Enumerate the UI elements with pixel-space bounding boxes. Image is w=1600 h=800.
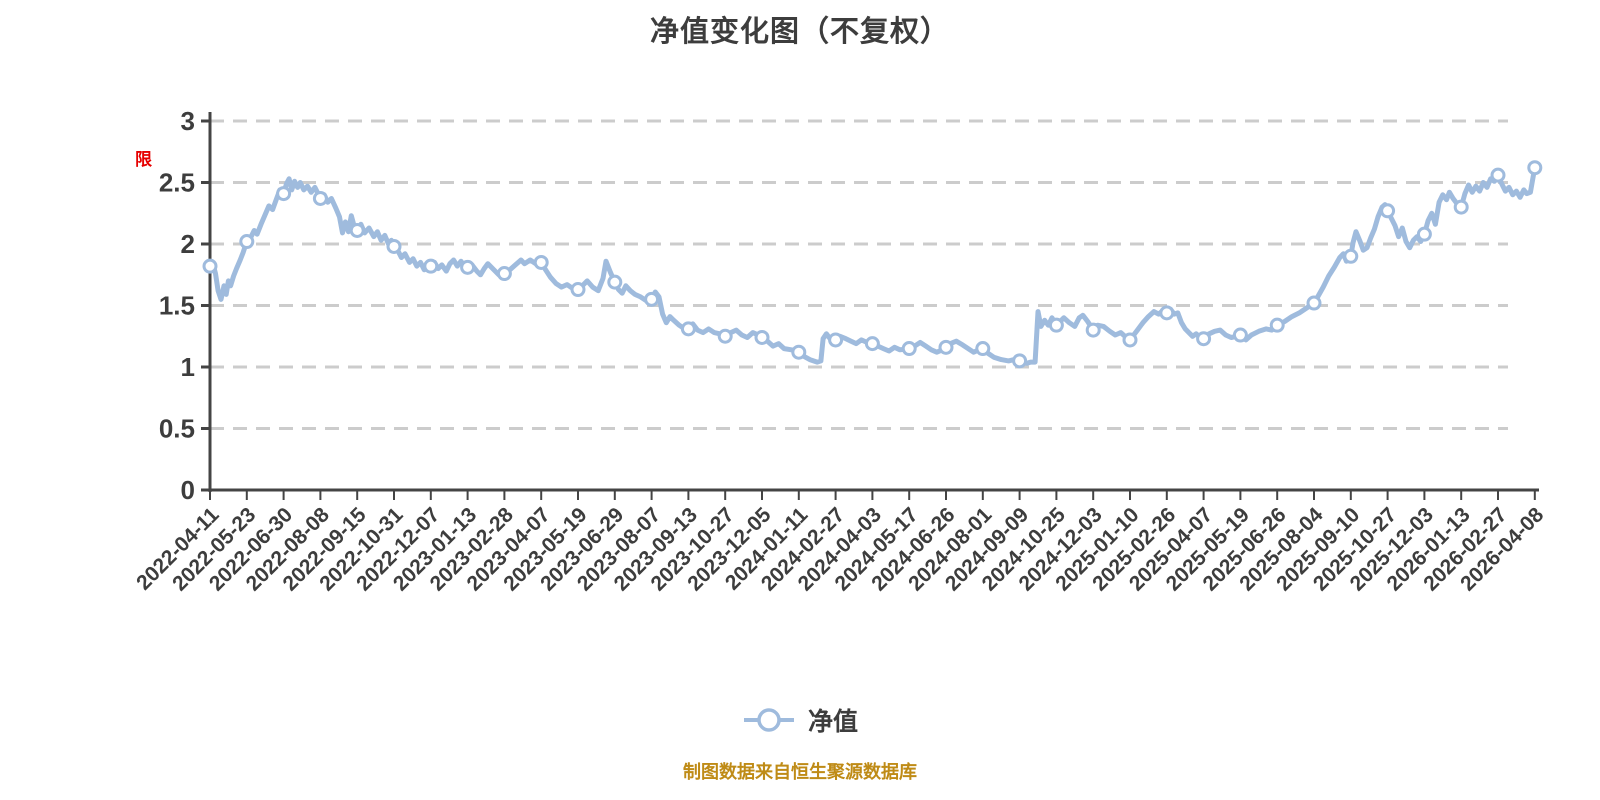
data-point-marker[interactable] [1196, 331, 1212, 347]
y-tick-label: 0 [181, 475, 195, 505]
data-point-marker[interactable] [717, 328, 733, 344]
netvalue-line [207, 165, 1538, 366]
data-point-marker[interactable] [938, 339, 954, 355]
data-point-marker[interactable] [1380, 203, 1396, 219]
legend[interactable]: 净值 [0, 702, 1600, 738]
data-point-marker[interactable] [496, 266, 512, 282]
data-point-marker[interactable] [1490, 167, 1506, 183]
y-tick-label: 2 [181, 229, 195, 259]
netvalue-line-chart[interactable]: 00.511.522.532022-04-112022-05-232022-06… [0, 0, 1600, 680]
data-point-marker[interactable] [607, 274, 623, 290]
data-point-marker[interactable] [1453, 199, 1469, 215]
data-point-marker[interactable] [828, 332, 844, 348]
y-tick-label: 1.5 [159, 291, 195, 321]
data-point-marker[interactable] [901, 341, 917, 357]
y-tick-label: 3 [181, 106, 195, 136]
data-point-marker[interactable] [349, 222, 365, 238]
data-point-marker[interactable] [644, 291, 660, 307]
data-point-marker[interactable] [312, 190, 328, 206]
data-point-marker[interactable] [1048, 317, 1064, 333]
data-point-marker[interactable] [386, 238, 402, 254]
data-point-marker[interactable] [423, 258, 439, 274]
data-point-marker[interactable] [1269, 317, 1285, 333]
data-point-marker[interactable] [276, 186, 292, 202]
data-point-marker[interactable] [460, 259, 476, 275]
data-point-marker[interactable] [1343, 248, 1359, 264]
y-tick-label: 0.5 [159, 414, 195, 444]
y-tick-label: 2.5 [159, 168, 195, 198]
data-point-marker[interactable] [1232, 327, 1248, 343]
limit-badge: 限 [135, 150, 152, 169]
data-point-marker[interactable] [239, 234, 255, 250]
data-point-marker[interactable] [1159, 305, 1175, 321]
data-point-marker[interactable] [754, 329, 770, 345]
data-point-marker[interactable] [533, 254, 549, 270]
y-tick-label: 1 [181, 352, 195, 382]
data-point-marker[interactable] [864, 336, 880, 352]
data-point-marker[interactable] [680, 321, 696, 337]
data-point-marker[interactable] [1527, 160, 1543, 176]
data-point-marker[interactable] [1012, 353, 1028, 369]
data-point-marker[interactable] [1122, 332, 1138, 348]
data-point-marker[interactable] [570, 282, 586, 298]
data-point-marker[interactable] [791, 344, 807, 360]
chart-title: 净值变化图（不复权） [649, 16, 950, 48]
data-point-marker[interactable] [202, 258, 218, 274]
data-point-marker[interactable] [1306, 295, 1322, 311]
data-source-note: 制图数据来自恒生聚源数据库 [683, 762, 917, 782]
data-point-marker[interactable] [1085, 322, 1101, 338]
legend-series-label: 净值 [807, 708, 858, 736]
legend-line-marker-icon [743, 708, 794, 732]
data-point-marker[interactable] [1416, 226, 1432, 242]
data-point-marker[interactable] [975, 341, 991, 357]
